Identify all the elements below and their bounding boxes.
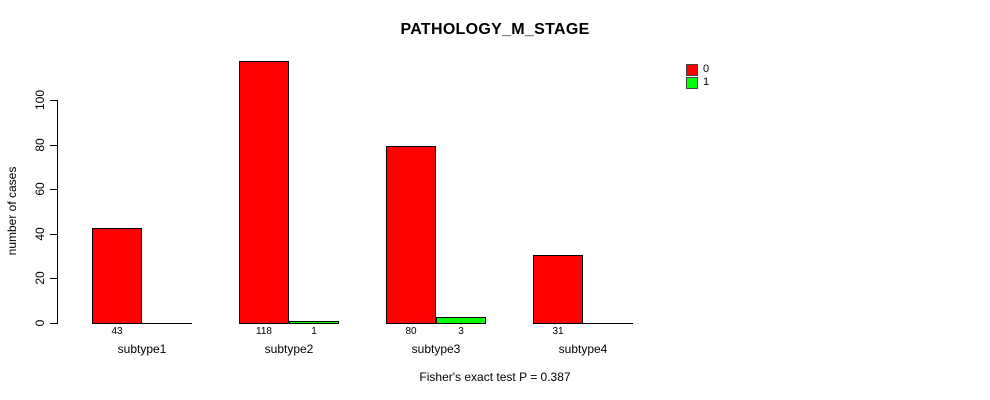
category-label-subtype2: subtype2: [264, 342, 314, 356]
bar-series0-subtype4: [533, 255, 583, 324]
y-axis-line: [57, 100, 58, 324]
y-axis-tick-label: 60: [33, 182, 47, 196]
legend-swatch-0: [686, 63, 698, 76]
bar-value-label: 1: [311, 326, 317, 337]
group-baseline: [92, 323, 192, 324]
category-label-subtype4: subtype4: [558, 342, 608, 356]
legend-item-0: 0: [686, 63, 709, 76]
y-axis-tick-label: 80: [33, 138, 47, 152]
y-axis-tick: [50, 278, 57, 279]
bar-value-label: 31: [552, 326, 564, 337]
bar-value-label: 118: [256, 326, 272, 337]
legend-label: 0: [703, 63, 710, 75]
bar-series0-subtype1: [92, 228, 142, 324]
group-baseline: [533, 323, 633, 324]
y-axis-tick: [50, 100, 57, 101]
category-label-subtype1: subtype1: [117, 342, 167, 356]
fisher-test-annotation: Fisher's exact test P = 0.387: [419, 370, 571, 384]
y-axis-tick-label: 20: [33, 271, 47, 285]
bar-series1-subtype2: [289, 321, 339, 324]
legend-label: 1: [703, 76, 710, 88]
y-axis-tick-label: 40: [33, 227, 47, 241]
bar-series1-subtype3: [436, 317, 486, 324]
y-axis-tick-label: 0: [33, 319, 47, 327]
y-axis-tick-label: 100: [33, 89, 47, 111]
bar-series0-subtype3: [386, 146, 436, 324]
y-axis-tick: [50, 145, 57, 146]
category-label-subtype3: subtype3: [411, 342, 461, 356]
legend-item-1: 1: [686, 76, 709, 89]
y-axis-tick: [50, 234, 57, 235]
bar-series0-subtype2: [239, 61, 289, 324]
chart-title: PATHOLOGY_M_STAGE: [400, 21, 590, 38]
bar-value-label: 80: [405, 326, 417, 337]
legend-swatch-1: [686, 76, 698, 89]
bar-value-label: 3: [458, 326, 464, 337]
y-axis-tick: [50, 323, 57, 324]
bar-value-label: 43: [111, 326, 123, 337]
y-axis-tick: [50, 189, 57, 190]
